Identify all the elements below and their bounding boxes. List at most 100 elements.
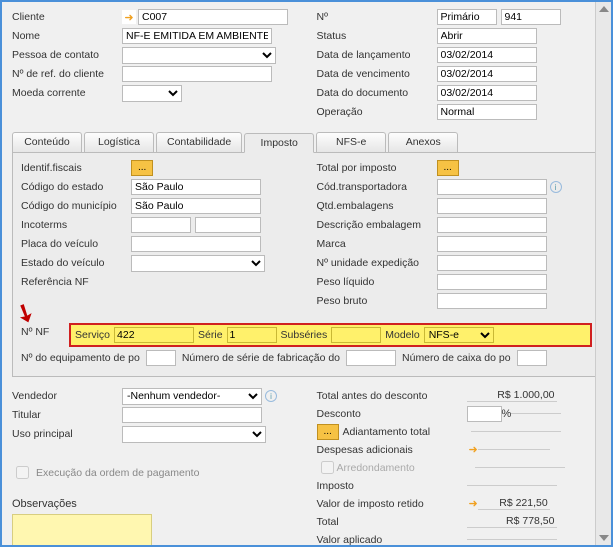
tab-logistica[interactable]: Logística	[84, 132, 154, 152]
cliente-label: Cliente	[12, 11, 122, 23]
oper-field	[437, 104, 537, 120]
marca-field[interactable]	[437, 236, 547, 252]
exec-label: Execução da ordem de pagamento	[36, 467, 199, 479]
pessoa-combo[interactable]	[122, 47, 276, 64]
antes-value: R$ 1.000,00	[467, 389, 557, 402]
desc-emb-label: Descrição embalagem	[317, 219, 437, 231]
totals-col: Total antes do desconto R$ 1.000,00 Desc…	[317, 387, 602, 545]
venc-label: Data de vencimento	[317, 68, 437, 80]
equipment-row: Nº do equipamento de po Número de série …	[21, 350, 592, 366]
total-imposto-button[interactable]: ...	[437, 160, 459, 176]
identif-more-button[interactable]: ...	[131, 160, 153, 176]
imposto-panel: Identif.fiscais ... Código do estado Cód…	[12, 153, 601, 377]
cod-trans-field[interactable]	[437, 179, 547, 195]
nome-field[interactable]	[122, 28, 272, 44]
adiant-label: Adiantamento total	[343, 426, 471, 438]
oper-label: Operação	[317, 106, 437, 118]
peso-bruto-field[interactable]	[437, 293, 547, 309]
vertical-scrollbar[interactable]	[595, 2, 611, 545]
modelo-label: Modelo	[385, 329, 419, 341]
header-left-col: Cliente ➜ Nome Pessoa de contato Nº de r…	[12, 8, 297, 122]
tab-nfse[interactable]: NFS-e	[316, 132, 386, 152]
tab-anexos[interactable]: Anexos	[388, 132, 458, 152]
qtd-emb-field[interactable]	[437, 198, 547, 214]
ret-label: Valor de imposto retido	[317, 498, 467, 510]
arred-value	[475, 467, 565, 468]
desconto-pct-field[interactable]	[467, 406, 502, 422]
peso-liq-label: Peso líquido	[317, 276, 437, 288]
estado-veic-label: Estado do veículo	[21, 257, 131, 269]
serie-label: Série	[198, 329, 223, 341]
uso-label: Uso principal	[12, 428, 122, 440]
cliente-field[interactable]	[138, 9, 288, 25]
arred-checkbox	[321, 461, 334, 474]
no-label: Nº	[317, 11, 437, 23]
subseries-field[interactable]	[331, 327, 381, 343]
serie-field[interactable]	[227, 327, 277, 343]
pct-sym: %	[502, 408, 512, 420]
vendedor-info-icon[interactable]: i	[265, 390, 277, 402]
arrow-icon[interactable]: ➜	[469, 497, 478, 510]
qtd-emb-label: Qtd.embalagens	[317, 200, 437, 212]
servico-field[interactable]	[114, 327, 194, 343]
antes-label: Total antes do desconto	[317, 390, 467, 402]
num-caixa-field[interactable]	[517, 350, 547, 366]
peso-liq-field[interactable]	[437, 274, 547, 290]
tab-imposto[interactable]: Imposto	[244, 133, 314, 153]
imposto-left: Identif.fiscais ... Código do estado Cód…	[21, 159, 297, 311]
lookup-icon[interactable]: ➜	[122, 10, 136, 24]
obs-textarea[interactable]	[12, 514, 152, 545]
no-value-field[interactable]	[501, 9, 561, 25]
vendedor-label: Vendedor	[12, 390, 122, 402]
arrow-icon[interactable]: ➜	[469, 443, 478, 456]
tab-strip: Conteúdo Logística Contabilidade Imposto…	[12, 132, 601, 153]
aplicado-label: Valor aplicado	[317, 534, 467, 546]
num-serie-fab-field[interactable]	[346, 350, 396, 366]
ret-value: R$ 221,50	[478, 497, 550, 510]
lanc-field[interactable]	[437, 47, 537, 63]
incoterms-label: Incoterms	[21, 219, 131, 231]
titular-field[interactable]	[122, 407, 262, 423]
nome-label: Nome	[12, 30, 122, 42]
ref-label: Nº de ref. do cliente	[12, 68, 122, 80]
venc-field[interactable]	[437, 66, 537, 82]
obs-label: Observações	[12, 498, 77, 510]
total-value: R$ 778,50	[467, 515, 557, 528]
adiant-value	[471, 431, 561, 432]
incoterms-field[interactable]	[131, 217, 191, 233]
unid-exp-label: Nº unidade expedição	[317, 257, 437, 269]
ref-field[interactable]	[122, 66, 272, 82]
moeda-combo[interactable]	[122, 85, 182, 102]
adiant-button[interactable]: ...	[317, 424, 339, 440]
moeda-label: Moeda corrente	[12, 87, 122, 99]
tab-contabilidade[interactable]: Contabilidade	[156, 132, 242, 152]
doc-field[interactable]	[437, 85, 537, 101]
equip-field[interactable]	[146, 350, 176, 366]
estado-veic-combo[interactable]	[131, 255, 265, 272]
aplicado-value	[467, 539, 557, 540]
arred-label: Arredondamento	[337, 462, 475, 474]
modelo-combo[interactable]: NFS-e	[424, 327, 494, 343]
incoterms2-field[interactable]	[195, 217, 261, 233]
desconto-label: Desconto	[317, 408, 467, 420]
tab-conteudo[interactable]: Conteúdo	[12, 132, 82, 152]
info-icon[interactable]: i	[550, 181, 562, 193]
cod-mun-field[interactable]	[131, 198, 261, 214]
num-caixa-label: Número de caixa do po	[402, 352, 511, 364]
unid-exp-field[interactable]	[437, 255, 547, 271]
placa-label: Placa do veículo	[21, 238, 131, 250]
cod-estado-field[interactable]	[131, 179, 261, 195]
imposto-total-value	[467, 485, 557, 486]
cod-trans-label: Cód.transportadora	[317, 181, 437, 193]
vendedor-combo[interactable]: -Nenhum vendedor-	[122, 388, 262, 405]
header-grid: Cliente ➜ Nome Pessoa de contato Nº de r…	[12, 8, 601, 122]
no-primario-field[interactable]	[437, 9, 497, 25]
desc-emb-field[interactable]	[437, 217, 547, 233]
total-imposto-label: Total por imposto	[317, 162, 437, 174]
subseries-label: Subséries	[281, 329, 328, 341]
uso-combo[interactable]	[122, 426, 266, 443]
peso-bruto-label: Peso bruto	[317, 295, 437, 307]
document-window: Cliente ➜ Nome Pessoa de contato Nº de r…	[0, 0, 613, 547]
placa-field[interactable]	[131, 236, 261, 252]
exec-checkbox	[16, 466, 29, 479]
